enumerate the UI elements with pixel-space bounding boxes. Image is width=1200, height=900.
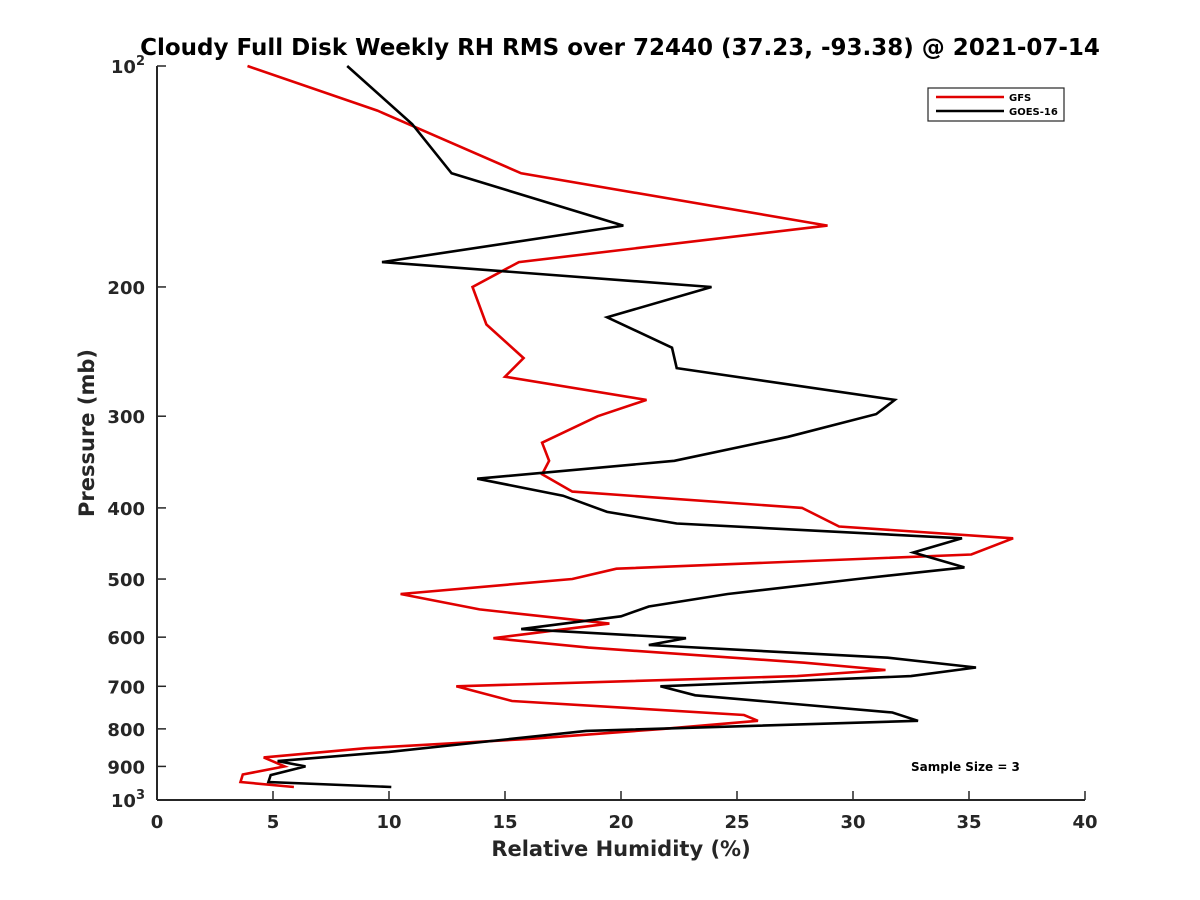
chart-title: Cloudy Full Disk Weekly RH RMS over 7244… bbox=[140, 35, 1100, 61]
legend-label-goes16: GOES-16 bbox=[1009, 107, 1058, 118]
x-tick-label: 0 bbox=[151, 812, 164, 833]
y-tick-label: 103 bbox=[111, 788, 145, 812]
y-tick-label: 102 bbox=[111, 54, 145, 78]
x-axis-label: Relative Humidity (%) bbox=[491, 837, 750, 861]
sample-size-annotation: Sample Size = 3 bbox=[911, 760, 1020, 774]
legend-label-gfs: GFS bbox=[1009, 93, 1031, 104]
y-tick-label: 500 bbox=[107, 570, 145, 591]
y-axis-label: Pressure (mb) bbox=[75, 349, 99, 517]
y-tick-label: 300 bbox=[107, 407, 145, 428]
y-ticks: 102 200 300 400 500 600 700 800 900 103 bbox=[107, 54, 166, 812]
axes bbox=[156, 66, 1085, 801]
y-tick-label: 600 bbox=[107, 628, 145, 649]
legend: GFS GOES-16 bbox=[927, 87, 1065, 122]
x-tick-label: 30 bbox=[840, 812, 865, 833]
y-tick-label: 200 bbox=[107, 278, 145, 299]
series-line-gfs bbox=[238, 64, 1014, 789]
x-tick-label: 20 bbox=[608, 812, 633, 833]
series-layer bbox=[238, 64, 1014, 789]
x-tick-label: 40 bbox=[1072, 812, 1097, 833]
y-tick-label: 900 bbox=[107, 757, 145, 778]
y-tick-label: 400 bbox=[107, 499, 145, 520]
x-tick-label: 15 bbox=[492, 812, 517, 833]
x-tick-label: 25 bbox=[724, 812, 749, 833]
x-ticks: 0 5 10 15 20 25 30 35 40 bbox=[151, 791, 1098, 833]
y-tick-label: 800 bbox=[107, 720, 145, 741]
series-line-goes16 bbox=[266, 65, 977, 789]
y-tick-label: 700 bbox=[107, 677, 145, 698]
x-tick-label: 10 bbox=[376, 812, 401, 833]
legend-box bbox=[927, 87, 1065, 122]
x-tick-label: 35 bbox=[956, 812, 981, 833]
x-tick-label: 5 bbox=[267, 812, 280, 833]
